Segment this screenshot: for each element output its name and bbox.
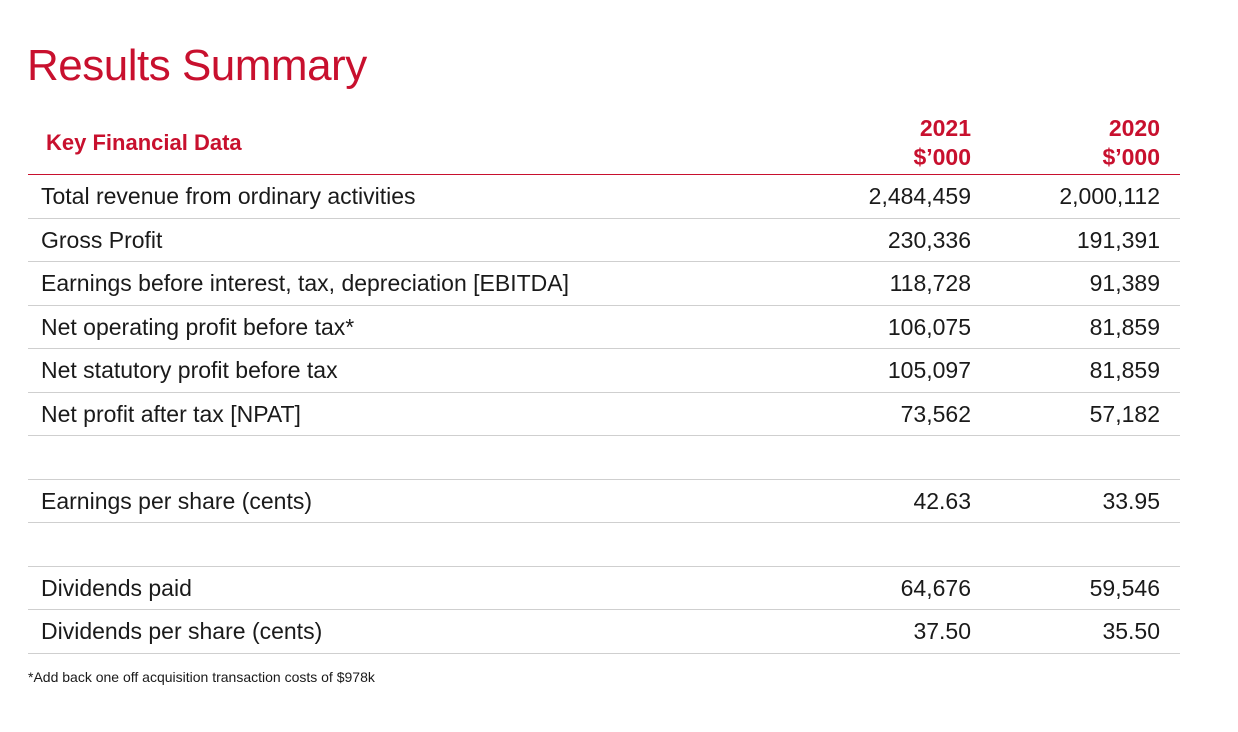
financial-table: Key Financial Data 2021 $’000 2020 $’000… bbox=[28, 112, 1180, 654]
value-2021: 2,484,459 bbox=[868, 183, 971, 209]
column-year: 2021 bbox=[919, 115, 971, 141]
row-label: Net profit after tax [NPAT] bbox=[41, 400, 301, 427]
value-2020: 33.95 bbox=[1102, 487, 1160, 514]
table-header-label: Key Financial Data bbox=[46, 130, 242, 155]
value-2021: 230,336 bbox=[887, 226, 971, 253]
table-row: Dividends per share (cents) 37.50 35.50 bbox=[28, 610, 1180, 654]
table-row: Earnings before interest, tax, depreciat… bbox=[28, 262, 1180, 306]
row-label: Dividends paid bbox=[41, 574, 192, 601]
footnote: *Add back one off acquisition transactio… bbox=[28, 669, 375, 685]
row-label: Net operating profit before tax* bbox=[41, 313, 355, 340]
table-row: Earnings per share (cents) 42.63 33.95 bbox=[28, 480, 1180, 523]
value-2020: 91,389 bbox=[1089, 270, 1160, 296]
table-row: Total revenue from ordinary activities 2,… bbox=[28, 175, 1180, 219]
page-title: Results Summary bbox=[27, 41, 367, 90]
value-2021: 64,676 bbox=[900, 574, 971, 601]
row-label: Earnings before interest, tax, depreciat… bbox=[41, 270, 569, 296]
value-2021: 106,075 bbox=[887, 313, 971, 340]
column-header-2020: 2020 $’000 bbox=[1102, 114, 1160, 172]
row-label: Net statutory profit before tax bbox=[41, 357, 338, 383]
table-row bbox=[28, 436, 1180, 480]
table-row: Net operating profit before tax* 106,075 8… bbox=[28, 306, 1180, 349]
row-label: Total revenue from ordinary activities bbox=[41, 183, 416, 209]
column-header-2021: 2021 $’000 bbox=[913, 114, 971, 172]
table-row: Gross Profit 230,336 191,391 bbox=[28, 219, 1180, 262]
value-2020: 191,391 bbox=[1076, 226, 1160, 253]
table-row bbox=[28, 523, 1180, 567]
value-2021: 73,562 bbox=[900, 400, 971, 427]
value-2021: 118,728 bbox=[889, 270, 971, 296]
row-label: Dividends per share (cents) bbox=[41, 618, 323, 644]
table-row: Net statutory profit before tax 105,097 81… bbox=[28, 349, 1180, 393]
value-2020: 2,000,112 bbox=[1059, 183, 1160, 209]
column-year: 2020 bbox=[1108, 115, 1160, 141]
value-2020: 81,859 bbox=[1089, 357, 1160, 383]
row-label: Earnings per share (cents) bbox=[41, 487, 313, 514]
row-label: Gross Profit bbox=[41, 226, 163, 253]
value-2021: 105,097 bbox=[887, 357, 971, 383]
value-2021: 42.63 bbox=[913, 487, 971, 514]
table-row: Net profit after tax [NPAT] 73,562 57,182 bbox=[28, 393, 1180, 436]
table-header: Key Financial Data 2021 $’000 2020 $’000 bbox=[28, 112, 1180, 175]
table-row: Dividends paid 64,676 59,546 bbox=[28, 567, 1180, 610]
column-unit: $’000 bbox=[1102, 144, 1160, 170]
value-2020: 57,182 bbox=[1089, 400, 1160, 427]
column-unit: $’000 bbox=[913, 144, 971, 170]
value-2021: 37.50 bbox=[913, 618, 971, 644]
value-2020: 35.50 bbox=[1102, 618, 1160, 644]
value-2020: 59,546 bbox=[1089, 574, 1160, 601]
value-2020: 81,859 bbox=[1089, 313, 1160, 340]
